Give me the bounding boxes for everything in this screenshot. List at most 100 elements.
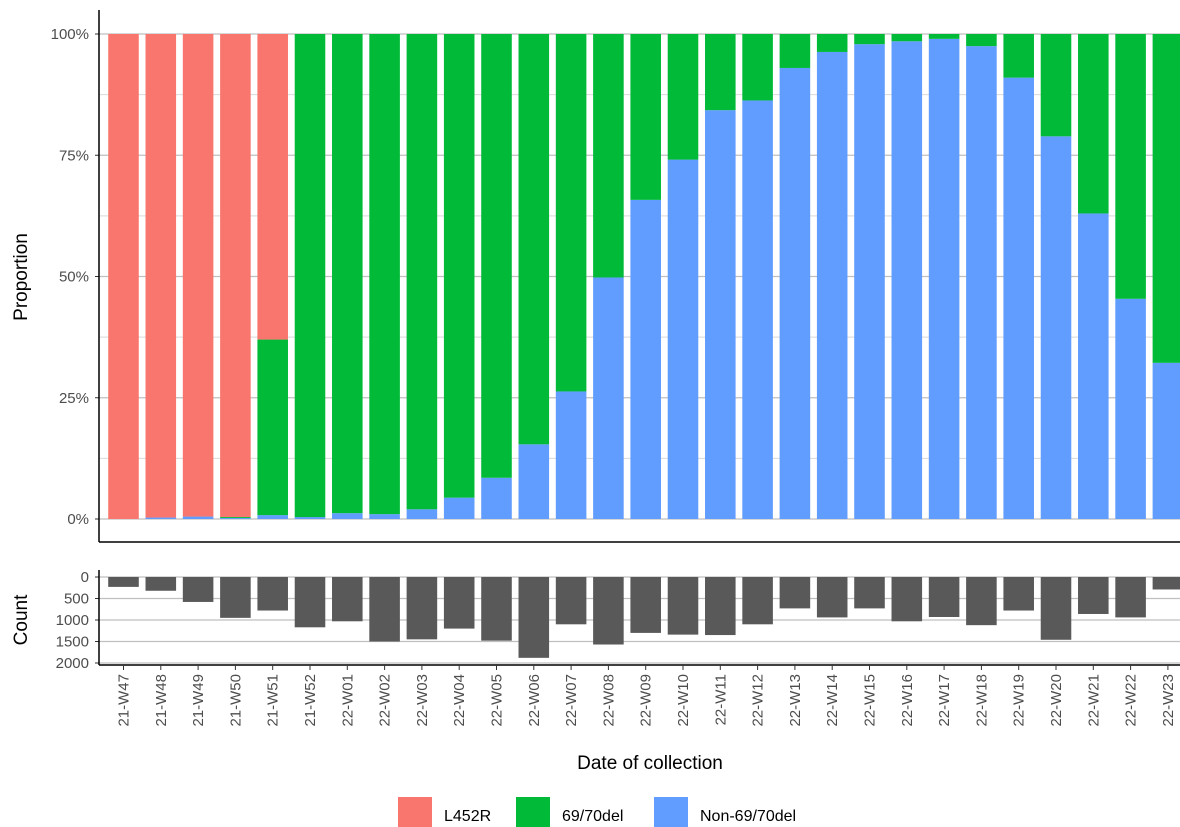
bar-segment-69-70del	[257, 339, 288, 516]
x-tick-label: 22-W02	[377, 674, 394, 727]
y-tick-label: 25%	[59, 390, 89, 407]
bar-segment-69-70del	[705, 34, 736, 111]
bar-segment-l452r	[220, 34, 251, 518]
count-bar	[108, 577, 139, 587]
y-tick-label: 100%	[51, 26, 89, 43]
x-tick-label: 22-W15	[862, 674, 879, 727]
count-bar	[369, 577, 400, 642]
x-tick-label: 22-W19	[1011, 674, 1028, 727]
count-bar	[182, 577, 214, 602]
bar-segment-l452r	[257, 34, 288, 340]
count-bar	[779, 577, 811, 609]
x-tick-label: 22-W06	[526, 674, 543, 727]
bar-segment-non-69-70del	[332, 513, 363, 519]
bar-segment-69-70del	[369, 34, 400, 515]
x-tick-label: 22-W01	[339, 674, 356, 727]
count-bar	[742, 577, 773, 625]
bar-segment-non-69-70del	[1003, 77, 1034, 520]
y-tick-label: 1000	[56, 612, 89, 629]
bar-segment-non-69-70del	[891, 41, 923, 520]
x-tick-label: 22-W20	[1048, 674, 1065, 727]
bar-segment-69-70del	[928, 34, 960, 39]
count-bar	[220, 577, 251, 618]
count-bar	[667, 577, 699, 635]
legend-label: Non-69/70del	[700, 808, 796, 825]
bar-segment-non-69-70del	[481, 477, 512, 519]
x-tick-label: 21-W49	[190, 674, 207, 727]
bar-segment-69-70del	[1040, 34, 1072, 137]
count-bar	[630, 577, 661, 633]
x-tick-label: 22-W21	[1085, 674, 1102, 727]
bar-segment-non-69-70del	[1040, 136, 1072, 519]
legend-label: L452R	[444, 808, 491, 825]
bar-segment-non-69-70del	[257, 515, 288, 519]
x-tick-label: 22-W03	[414, 674, 431, 727]
bar-segment-non-69-70del	[779, 67, 811, 519]
bar-segment-non-69-70del	[406, 509, 438, 519]
count-bar	[518, 577, 550, 658]
bar-segment-non-69-70del	[1152, 362, 1180, 519]
count-bar	[593, 577, 624, 645]
bar-segment-69-70del	[779, 34, 811, 68]
x-tick-label: 22-W04	[451, 674, 468, 727]
count-bar	[332, 577, 363, 622]
bar-segment-non-69-70del	[1115, 298, 1146, 519]
bar-segment-69-70del	[294, 34, 326, 518]
bar-segment-69-70del	[966, 34, 997, 47]
bar-segment-non-69-70del	[182, 516, 214, 519]
bar-segment-69-70del	[1115, 34, 1146, 299]
bar-segment-69-70del	[891, 34, 923, 42]
count-bar	[1152, 577, 1180, 590]
x-tick-label: 22-W17	[936, 674, 953, 727]
x-tick-label: 22-W14	[824, 674, 841, 727]
x-axis-title: Date of collection	[577, 753, 723, 774]
y-tick-label: 50%	[59, 269, 89, 286]
count-bar	[1115, 577, 1146, 618]
x-axis: 21-W47 21-W48 21-W49 21-W50 21-W51 21-W52 22-W…	[116, 665, 1177, 727]
y-axis-title-count: Count	[11, 594, 32, 645]
bar-segment-non-69-70del	[854, 44, 885, 520]
y-tick-label: 500	[64, 591, 89, 608]
count-bar	[854, 577, 885, 609]
x-tick-label: 22-W13	[787, 674, 804, 727]
bar-segment-non-69-70del	[443, 497, 475, 519]
count-bar	[555, 577, 587, 625]
bar-segment-69-70del	[555, 34, 587, 392]
y-tick-label: 75%	[59, 147, 89, 164]
count-panel: 0 500 1000 1500 2000	[56, 569, 1180, 672]
bar-segment-69-70del	[1078, 34, 1109, 214]
legend-swatch	[516, 797, 550, 827]
bar-segment-69-70del	[1003, 34, 1034, 78]
x-tick-label: 21-W51	[265, 674, 282, 727]
bar-segment-non-69-70del	[966, 46, 997, 519]
bar-segment-69-70del	[443, 34, 475, 498]
bar-segment-non-69-70del	[928, 38, 960, 519]
x-tick-label: 22-W08	[600, 674, 617, 727]
bar-segment-non-69-70del	[705, 110, 736, 520]
bar-segment-l452r	[108, 34, 139, 519]
bar-segment-69-70del	[406, 34, 438, 510]
count-bar	[928, 577, 960, 617]
x-tick-label: 22-W05	[489, 674, 506, 727]
bar-segment-non-69-70del	[816, 51, 848, 519]
x-tick-label: 22-W22	[1123, 674, 1140, 727]
y-axis-title-proportion: Proportion	[11, 233, 32, 321]
x-tick-label: 22-W16	[899, 674, 916, 727]
bar-segment-69-70del	[854, 34, 885, 45]
count-bar	[1078, 577, 1109, 614]
bar-segment-non-69-70del	[593, 277, 624, 519]
bar-segment-non-69-70del	[145, 517, 177, 519]
bar-segment-69-70del	[667, 34, 699, 160]
count-bar	[294, 577, 326, 628]
bar-segment-non-69-70del	[555, 391, 587, 519]
count-bar	[966, 577, 997, 626]
x-tick-label: 21-W50	[227, 674, 244, 727]
x-tick-label: 21-W47	[116, 674, 133, 727]
bar-segment-non-69-70del	[1078, 213, 1109, 519]
legend-swatch	[654, 797, 688, 827]
x-tick-label: 21-W52	[302, 674, 319, 727]
bar-segment-non-69-70del	[630, 199, 661, 519]
bar-segment-69-70del	[1152, 34, 1180, 363]
count-bar	[145, 577, 177, 591]
